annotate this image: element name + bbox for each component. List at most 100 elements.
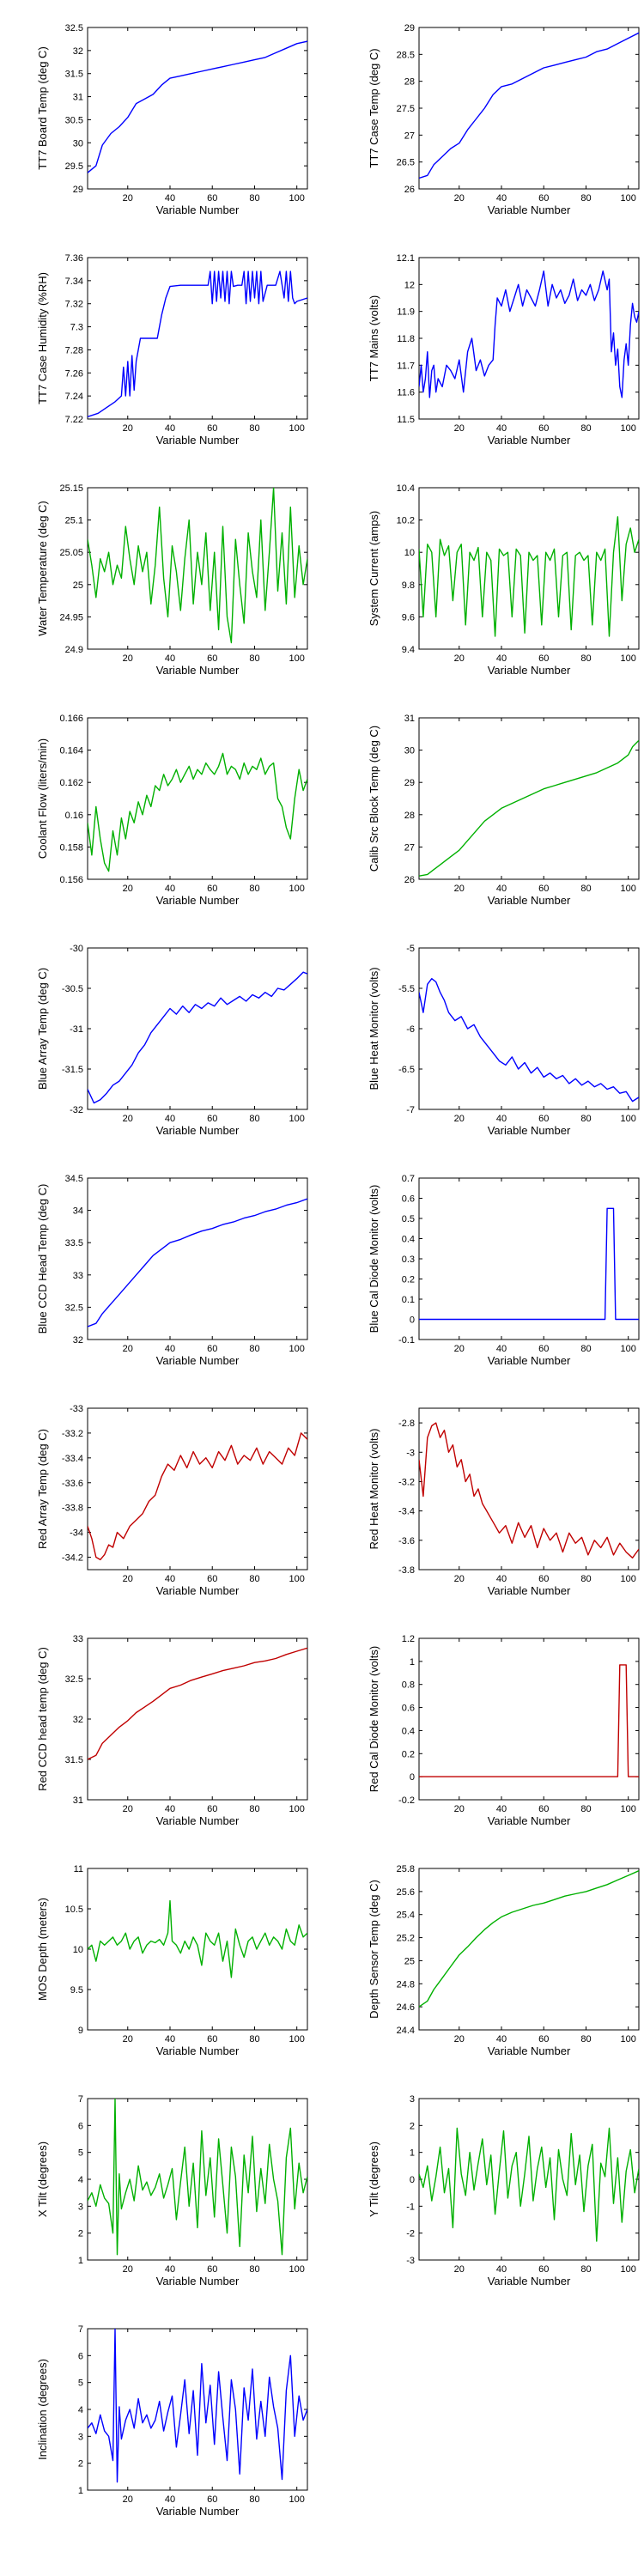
y-tick-label: 1 <box>78 2256 83 2266</box>
x-tick-label: 100 <box>621 1114 636 1124</box>
y-tick-label: 24.4 <box>397 2026 415 2036</box>
y-tick-label: 0.156 <box>59 875 83 885</box>
y-tick-label: 12.1 <box>397 253 415 264</box>
y-axis-label: Red Heat Monitor (volts) <box>368 1429 380 1550</box>
x-tick-label: 80 <box>249 1114 259 1124</box>
y-axis-label: Coolant Flow (liters/min) <box>36 738 49 859</box>
y-tick-label: 4 <box>78 2175 83 2185</box>
chart-14: 20 40 60 80 100 -3.8 -3.6 -3.4 -3.2 -3 -2.8 Variabl… <box>368 1407 640 1597</box>
y-tick-label: 31.5 <box>65 1755 83 1765</box>
x-tick-label: 20 <box>123 193 133 204</box>
y-tick-label: 0.7 <box>402 1174 415 1184</box>
x-tick-label: 20 <box>454 193 465 204</box>
y-tick-label: 0.4 <box>402 1726 415 1736</box>
y-tick-label: 1 <box>410 1657 415 1668</box>
x-tick-label: 40 <box>165 2264 175 2275</box>
y-tick-label: 1 <box>78 2486 83 2496</box>
y-tick-label: 10 <box>73 1945 83 1955</box>
y-tick-label: -30 <box>70 944 83 954</box>
y-tick-label: 7.34 <box>65 276 83 287</box>
y-tick-label: 32 <box>73 1715 83 1725</box>
y-tick-label: 5 <box>78 2148 83 2159</box>
x-tick-label: 100 <box>621 2264 636 2275</box>
plot-area <box>87 717 308 880</box>
y-tick-label: 34.5 <box>65 1174 83 1184</box>
x-tick-label: 100 <box>621 653 636 664</box>
y-tick-label: 29.5 <box>65 161 83 172</box>
plot-area <box>87 1177 308 1340</box>
chart-6: 20 40 60 80 100 9.4 9.6 9.8 10 10.2 10.4 Variable N… <box>368 483 640 677</box>
x-tick-label: 20 <box>123 2494 133 2505</box>
y-tick-label: 25.05 <box>59 548 83 558</box>
y-tick-label: 7 <box>78 2094 83 2105</box>
y-tick-label: 0.4 <box>402 1235 415 1245</box>
x-tick-label: 80 <box>580 884 591 894</box>
y-tick-label: 6 <box>78 2351 83 2361</box>
plot-area <box>418 2098 640 2261</box>
x-tick-label: 80 <box>580 2034 591 2044</box>
chart-20: 20 40 60 80 100 -3 -2 -1 0 1 2 3 Variable Number Y Ti… <box>368 2094 640 2287</box>
y-tick-label: 9.5 <box>70 1985 83 1996</box>
y-tick-label: -0.1 <box>398 1335 415 1346</box>
x-tick-label: 40 <box>496 2264 507 2275</box>
x-tick-label: 40 <box>165 2034 175 2044</box>
series-line <box>419 977 639 1103</box>
series-line <box>419 1664 639 1777</box>
x-tick-label: 40 <box>165 1344 175 1354</box>
y-axis-label: Red Array Temp (deg C) <box>36 1429 49 1549</box>
chart-13: 20 40 60 80 100 -34.2 -34 -33.8 -33.6 -33.4 -33.2 -… <box>36 1404 308 1597</box>
x-tick-label: 80 <box>249 2264 259 2275</box>
series-line <box>88 2099 307 2256</box>
x-tick-label: 20 <box>454 1114 465 1124</box>
x-tick-label: 20 <box>454 884 465 894</box>
x-tick-label: 20 <box>123 1114 133 1124</box>
x-tick-label: 60 <box>538 2034 549 2044</box>
x-tick-label: 60 <box>207 2264 217 2275</box>
x-axis-label: Variable Number <box>156 1354 240 1367</box>
series-line <box>88 1899 307 1978</box>
x-tick-label: 80 <box>580 1804 591 1814</box>
y-tick-label: 24.9 <box>65 645 83 655</box>
y-tick-label: 24.95 <box>59 612 83 623</box>
y-tick-label: -30.5 <box>62 984 83 994</box>
x-tick-label: 20 <box>123 1804 133 1814</box>
y-tick-label: 33.5 <box>65 1238 83 1249</box>
y-tick-label: 3 <box>410 2094 415 2105</box>
y-tick-label: -33.8 <box>62 1504 83 1514</box>
y-tick-label: 25.4 <box>397 1911 415 1921</box>
y-tick-label: 0.2 <box>402 1749 415 1759</box>
x-tick-label: 60 <box>207 1114 217 1124</box>
y-tick-label: -33.2 <box>62 1429 83 1439</box>
y-tick-label: 31.5 <box>65 70 83 80</box>
y-axis-label: System Current (amps) <box>368 511 380 626</box>
x-tick-label: 40 <box>165 884 175 894</box>
x-tick-label: 40 <box>496 1804 507 1814</box>
y-axis-label: Blue Cal Diode Monitor (volts) <box>368 1185 380 1334</box>
series-line <box>419 1870 639 2008</box>
series-line <box>419 739 639 877</box>
x-tick-label: 60 <box>538 1344 549 1354</box>
y-tick-label: -33.6 <box>62 1479 83 1489</box>
y-tick-label: -2.8 <box>398 1419 415 1429</box>
x-tick-label: 20 <box>454 2034 465 2044</box>
x-tick-label: 100 <box>621 193 636 204</box>
x-tick-label: 20 <box>123 2034 133 2044</box>
x-tick-label: 20 <box>123 653 133 664</box>
plot-area <box>87 1407 308 1571</box>
y-tick-label: 0.6 <box>402 1704 415 1714</box>
x-tick-label: 80 <box>580 423 591 434</box>
chart-7: 20 40 60 80 100 0.156 0.158 0.16 0.162 0.164 0.166… <box>36 714 308 907</box>
x-axis-label: Variable Number <box>488 1584 571 1597</box>
x-tick-label: 60 <box>207 1804 217 1814</box>
y-tick-label: 30.5 <box>65 115 83 125</box>
y-axis-label: Blue Heat Monitor (volts) <box>368 967 380 1090</box>
chart-8: 20 40 60 80 100 26 27 28 29 30 31 Variable Number Ca… <box>368 714 640 907</box>
x-tick-label: 60 <box>207 193 217 204</box>
y-tick-label: 28 <box>404 77 415 88</box>
y-tick-label: -3.6 <box>398 1536 415 1546</box>
x-axis-label: Variable Number <box>156 2505 240 2518</box>
y-axis-label: Y Tilt (degrees) <box>368 2142 380 2217</box>
y-tick-label: 11.9 <box>397 307 415 318</box>
x-tick-label: 100 <box>289 193 305 204</box>
